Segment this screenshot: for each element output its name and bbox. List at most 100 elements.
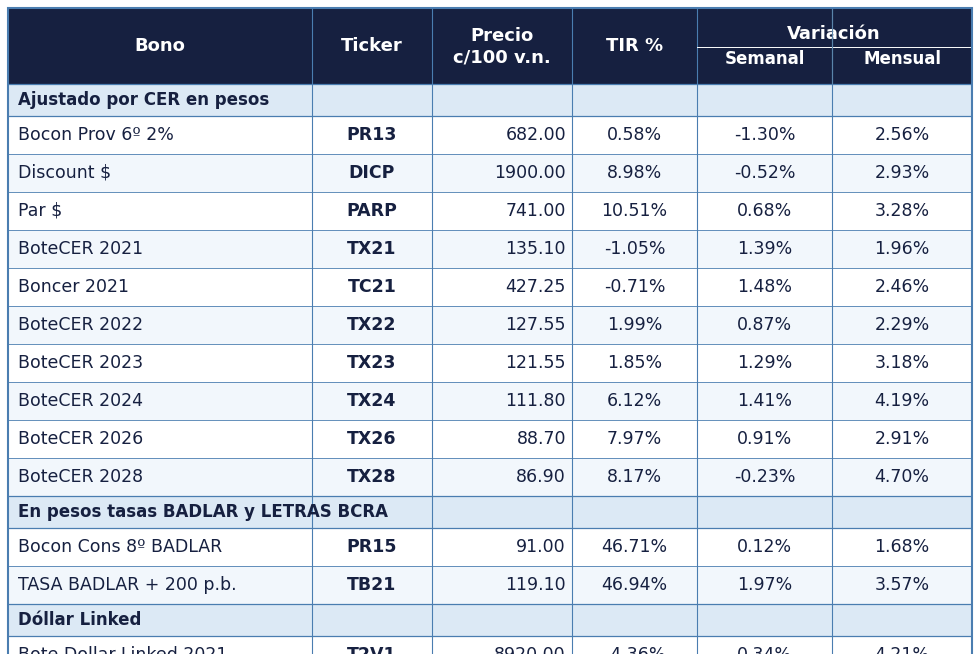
Text: 2.91%: 2.91%	[874, 430, 930, 448]
Bar	[8, 382, 972, 420]
Text: En pesos tasas BADLAR y LETRAS BCRA: En pesos tasas BADLAR y LETRAS BCRA	[18, 503, 388, 521]
Text: 8.17%: 8.17%	[607, 468, 662, 486]
Bar	[8, 268, 972, 306]
Text: -4.36%: -4.36%	[604, 646, 665, 654]
Text: 46.94%: 46.94%	[602, 576, 667, 594]
Text: 135.10: 135.10	[506, 240, 565, 258]
Text: 1.99%: 1.99%	[607, 316, 662, 334]
Text: 0.12%: 0.12%	[737, 538, 792, 556]
Text: 1.68%: 1.68%	[874, 538, 930, 556]
Text: 0.91%: 0.91%	[737, 430, 793, 448]
Text: 427.25: 427.25	[506, 278, 565, 296]
Text: 121.55: 121.55	[506, 354, 565, 372]
Text: 4.70%: 4.70%	[874, 468, 930, 486]
Text: 111.80: 111.80	[506, 392, 565, 410]
Text: 2.46%: 2.46%	[874, 278, 930, 296]
Text: TC21: TC21	[348, 278, 396, 296]
Text: TB21: TB21	[347, 576, 397, 594]
Bar	[8, 420, 972, 458]
Text: 1.41%: 1.41%	[737, 392, 792, 410]
Text: TIR %: TIR %	[606, 37, 663, 55]
Text: TASA BADLAR + 200 p.b.: TASA BADLAR + 200 p.b.	[18, 576, 236, 594]
Bar	[8, 344, 972, 382]
Text: Ajustado por CER en pesos: Ajustado por CER en pesos	[18, 91, 270, 109]
Text: 1.39%: 1.39%	[737, 240, 793, 258]
Text: TX26: TX26	[347, 430, 397, 448]
Text: TX24: TX24	[347, 392, 397, 410]
Text: Precio: Precio	[470, 27, 534, 45]
Text: 2.29%: 2.29%	[874, 316, 930, 334]
Text: PR13: PR13	[347, 126, 397, 144]
Text: 88.70: 88.70	[516, 430, 565, 448]
Bar	[8, 636, 972, 654]
Text: Discount $: Discount $	[18, 164, 112, 182]
Text: Ticker: Ticker	[341, 37, 403, 55]
Bar	[8, 496, 972, 528]
Text: Par $: Par $	[18, 202, 63, 220]
Text: 8920.00: 8920.00	[494, 646, 565, 654]
Text: 1.85%: 1.85%	[607, 354, 662, 372]
Bar	[8, 566, 972, 604]
Text: 1.29%: 1.29%	[737, 354, 793, 372]
Text: Boncer 2021: Boncer 2021	[18, 278, 129, 296]
Bar	[8, 84, 972, 116]
Text: 6.12%: 6.12%	[607, 392, 662, 410]
Text: 2.93%: 2.93%	[874, 164, 930, 182]
Text: 4.19%: 4.19%	[874, 392, 930, 410]
Text: 10.51%: 10.51%	[602, 202, 667, 220]
Bar	[8, 192, 972, 230]
Bar	[8, 306, 972, 344]
Text: 0.34%: 0.34%	[737, 646, 792, 654]
Text: 46.71%: 46.71%	[602, 538, 667, 556]
Text: 0.87%: 0.87%	[737, 316, 792, 334]
Text: c/100 v.n.: c/100 v.n.	[453, 48, 551, 66]
Text: 1900.00: 1900.00	[494, 164, 565, 182]
Text: Bono: Bono	[134, 37, 185, 55]
Bar	[8, 528, 972, 566]
Text: BoteCER 2022: BoteCER 2022	[18, 316, 143, 334]
Text: BoteCER 2026: BoteCER 2026	[18, 430, 143, 448]
Bar	[8, 230, 972, 268]
Text: 3.57%: 3.57%	[874, 576, 930, 594]
Text: 91.00: 91.00	[516, 538, 565, 556]
Bar	[8, 604, 972, 636]
Bar	[8, 458, 972, 496]
Text: 0.58%: 0.58%	[607, 126, 662, 144]
Text: -1.30%: -1.30%	[734, 126, 796, 144]
Text: Bocon Prov 6º 2%: Bocon Prov 6º 2%	[18, 126, 173, 144]
Text: 2.56%: 2.56%	[874, 126, 930, 144]
Text: TX22: TX22	[347, 316, 397, 334]
Text: TX21: TX21	[347, 240, 397, 258]
Text: 4.21%: 4.21%	[874, 646, 930, 654]
Text: BoteCER 2021: BoteCER 2021	[18, 240, 143, 258]
Text: 127.55: 127.55	[506, 316, 565, 334]
Text: 1.97%: 1.97%	[737, 576, 793, 594]
Text: 741.00: 741.00	[506, 202, 565, 220]
Text: BoteCER 2028: BoteCER 2028	[18, 468, 143, 486]
Text: 0.68%: 0.68%	[737, 202, 793, 220]
Text: DICP: DICP	[349, 164, 395, 182]
Text: 7.97%: 7.97%	[607, 430, 662, 448]
Text: PR15: PR15	[347, 538, 397, 556]
Text: 86.90: 86.90	[516, 468, 565, 486]
Text: PARP: PARP	[347, 202, 397, 220]
Text: Variación: Variación	[787, 25, 880, 43]
Text: Bote Dollar-Linked 2021: Bote Dollar-Linked 2021	[18, 646, 227, 654]
Text: -0.23%: -0.23%	[734, 468, 796, 486]
Text: 1.48%: 1.48%	[737, 278, 792, 296]
Text: 682.00: 682.00	[506, 126, 565, 144]
Text: -1.05%: -1.05%	[604, 240, 665, 258]
Text: 3.18%: 3.18%	[874, 354, 930, 372]
Text: TX28: TX28	[347, 468, 397, 486]
Bar	[8, 8, 972, 84]
Text: T2V1: T2V1	[347, 646, 397, 654]
Text: TX23: TX23	[347, 354, 397, 372]
Text: Semanal: Semanal	[724, 50, 805, 68]
Text: -0.71%: -0.71%	[604, 278, 665, 296]
Text: Dóllar Linked: Dóllar Linked	[18, 611, 141, 629]
Text: 1.96%: 1.96%	[874, 240, 930, 258]
Text: -0.52%: -0.52%	[734, 164, 796, 182]
Text: BoteCER 2023: BoteCER 2023	[18, 354, 143, 372]
Bar	[8, 154, 972, 192]
Text: BoteCER 2024: BoteCER 2024	[18, 392, 143, 410]
